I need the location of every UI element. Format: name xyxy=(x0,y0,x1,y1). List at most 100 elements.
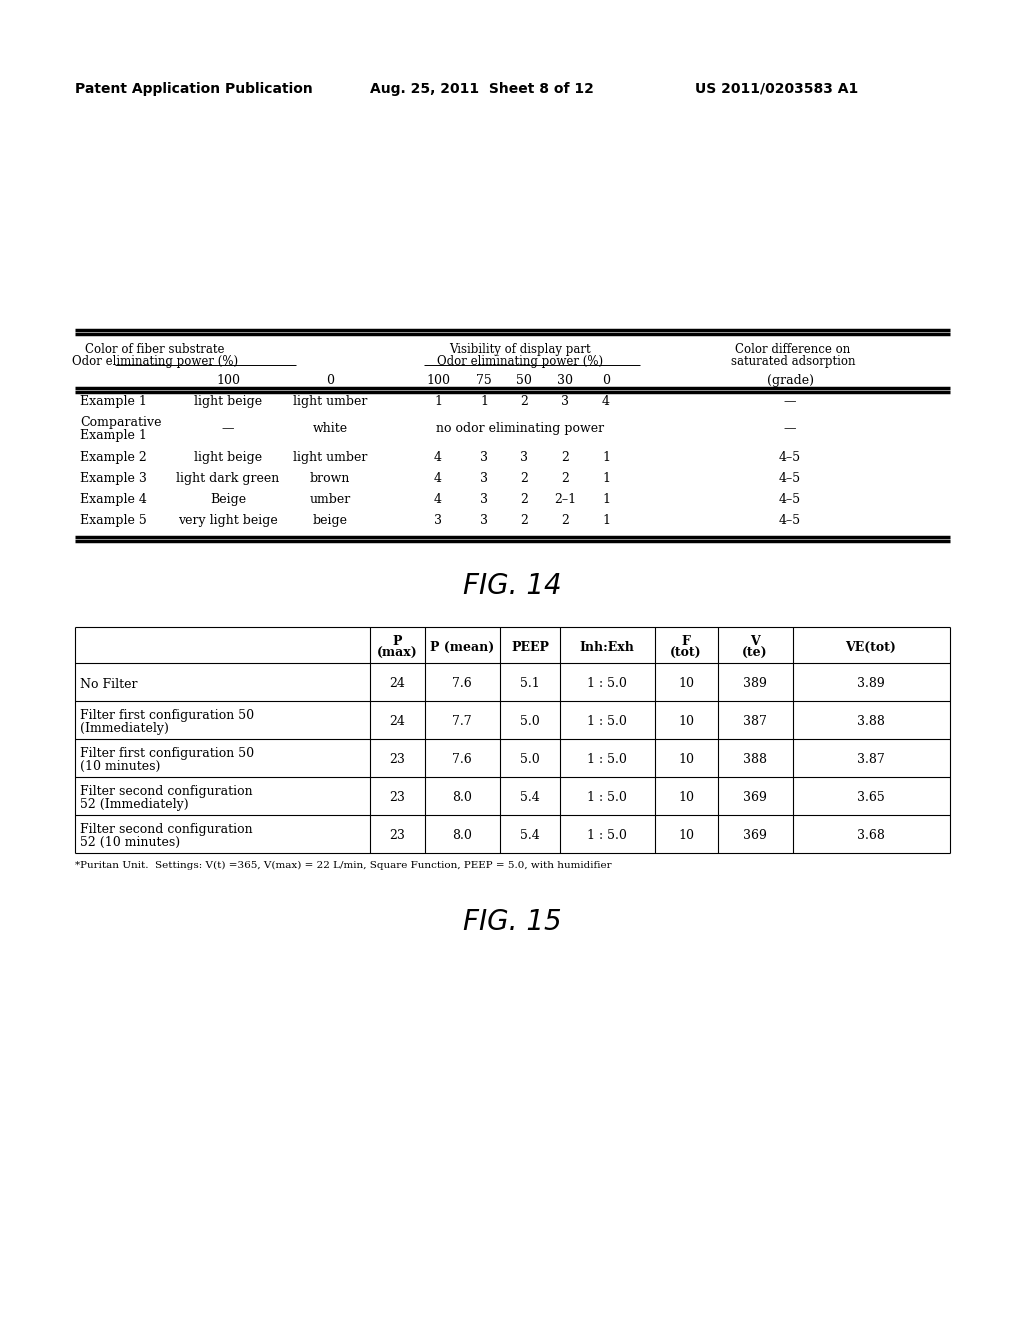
Text: 24: 24 xyxy=(389,677,404,690)
Text: Odor eliminating power (%): Odor eliminating power (%) xyxy=(437,355,603,368)
Text: 3: 3 xyxy=(480,473,488,484)
Text: FIG. 15: FIG. 15 xyxy=(463,908,561,936)
Text: 3.65: 3.65 xyxy=(857,791,885,804)
Text: 2: 2 xyxy=(520,473,528,484)
Text: 3: 3 xyxy=(434,513,442,527)
Text: 1 : 5.0: 1 : 5.0 xyxy=(587,791,627,804)
Text: 387: 387 xyxy=(743,715,767,729)
Text: light umber: light umber xyxy=(293,451,368,465)
Text: Comparative: Comparative xyxy=(80,416,162,429)
Text: US 2011/0203583 A1: US 2011/0203583 A1 xyxy=(695,82,858,96)
Text: beige: beige xyxy=(312,513,347,527)
Text: 23: 23 xyxy=(389,829,404,842)
Text: 1: 1 xyxy=(434,395,442,408)
Text: very light beige: very light beige xyxy=(178,513,278,527)
Text: 4–5: 4–5 xyxy=(779,492,801,506)
Text: 1 : 5.0: 1 : 5.0 xyxy=(587,752,627,766)
Text: 4: 4 xyxy=(434,473,442,484)
Text: —: — xyxy=(783,395,797,408)
Text: 4: 4 xyxy=(434,492,442,506)
Text: 369: 369 xyxy=(743,829,767,842)
Text: Filter second configuration: Filter second configuration xyxy=(80,785,253,799)
Text: Filter second configuration: Filter second configuration xyxy=(80,822,253,836)
Text: 5.0: 5.0 xyxy=(520,715,540,729)
Text: Example 4: Example 4 xyxy=(80,492,146,506)
Text: light beige: light beige xyxy=(194,451,262,465)
Text: 10: 10 xyxy=(678,752,694,766)
Text: 7.6: 7.6 xyxy=(453,752,472,766)
Text: 5.4: 5.4 xyxy=(520,791,540,804)
Text: V: V xyxy=(751,635,760,648)
Text: 4–5: 4–5 xyxy=(779,513,801,527)
Text: 0: 0 xyxy=(602,374,610,387)
Text: P (mean): P (mean) xyxy=(430,642,495,653)
Text: PEEP: PEEP xyxy=(511,642,549,653)
Text: (te): (te) xyxy=(742,647,768,660)
Text: 0: 0 xyxy=(326,374,334,387)
Text: 3: 3 xyxy=(480,451,488,465)
Text: 100: 100 xyxy=(216,374,240,387)
Text: 10: 10 xyxy=(678,715,694,729)
Text: 7.7: 7.7 xyxy=(453,715,472,729)
Text: 3: 3 xyxy=(480,492,488,506)
Text: 2: 2 xyxy=(520,395,528,408)
Text: saturated adsorption: saturated adsorption xyxy=(731,355,855,368)
Text: 2: 2 xyxy=(561,513,569,527)
Text: (Immediately): (Immediately) xyxy=(80,722,169,735)
Text: 1: 1 xyxy=(602,513,610,527)
Text: 2: 2 xyxy=(561,473,569,484)
Text: 3: 3 xyxy=(520,451,528,465)
Text: 1 : 5.0: 1 : 5.0 xyxy=(587,829,627,842)
Text: —: — xyxy=(783,422,797,436)
Text: P: P xyxy=(392,635,401,648)
Text: 3.87: 3.87 xyxy=(857,752,885,766)
Text: light dark green: light dark green xyxy=(176,473,280,484)
Text: 3.89: 3.89 xyxy=(857,677,885,690)
Text: —: — xyxy=(222,422,234,436)
Text: 3: 3 xyxy=(480,513,488,527)
Text: 10: 10 xyxy=(678,829,694,842)
Text: 7.6: 7.6 xyxy=(453,677,472,690)
Text: 1 : 5.0: 1 : 5.0 xyxy=(587,715,627,729)
Text: Inh:Exh: Inh:Exh xyxy=(580,642,635,653)
Text: Aug. 25, 2011  Sheet 8 of 12: Aug. 25, 2011 Sheet 8 of 12 xyxy=(370,82,594,96)
Text: light beige: light beige xyxy=(194,395,262,408)
Text: (10 minutes): (10 minutes) xyxy=(80,760,161,774)
Text: 24: 24 xyxy=(389,715,404,729)
Text: 2: 2 xyxy=(520,513,528,527)
Text: Example 2: Example 2 xyxy=(80,451,146,465)
Text: 1: 1 xyxy=(480,395,488,408)
Text: Example 1: Example 1 xyxy=(80,395,146,408)
Text: 1: 1 xyxy=(602,492,610,506)
Text: 4–5: 4–5 xyxy=(779,473,801,484)
Text: 2–1: 2–1 xyxy=(554,492,577,506)
Text: 10: 10 xyxy=(678,791,694,804)
Text: (max): (max) xyxy=(377,647,418,660)
Text: Example 1: Example 1 xyxy=(80,429,146,442)
Text: F: F xyxy=(682,635,690,648)
Text: 23: 23 xyxy=(389,752,404,766)
Text: 30: 30 xyxy=(557,374,573,387)
Text: (tot): (tot) xyxy=(670,647,701,660)
Text: umber: umber xyxy=(309,492,350,506)
Text: Beige: Beige xyxy=(210,492,246,506)
Text: Odor eliminating power (%): Odor eliminating power (%) xyxy=(72,355,238,368)
Text: VE(tot): VE(tot) xyxy=(846,642,896,653)
Text: 8.0: 8.0 xyxy=(452,791,472,804)
Text: 3.68: 3.68 xyxy=(857,829,885,842)
Text: Filter first configuration 50: Filter first configuration 50 xyxy=(80,747,254,760)
Text: 4: 4 xyxy=(434,451,442,465)
Text: 50: 50 xyxy=(516,374,531,387)
Text: 3.88: 3.88 xyxy=(857,715,885,729)
Text: 2: 2 xyxy=(520,492,528,506)
Text: 5.4: 5.4 xyxy=(520,829,540,842)
Text: Color difference on: Color difference on xyxy=(735,343,851,356)
Text: 10: 10 xyxy=(678,677,694,690)
Text: 100: 100 xyxy=(426,374,450,387)
Text: 369: 369 xyxy=(743,791,767,804)
Text: No Filter: No Filter xyxy=(80,678,137,690)
Text: 5.1: 5.1 xyxy=(520,677,540,690)
Text: 4: 4 xyxy=(602,395,610,408)
Text: 3: 3 xyxy=(561,395,569,408)
Text: 2: 2 xyxy=(561,451,569,465)
